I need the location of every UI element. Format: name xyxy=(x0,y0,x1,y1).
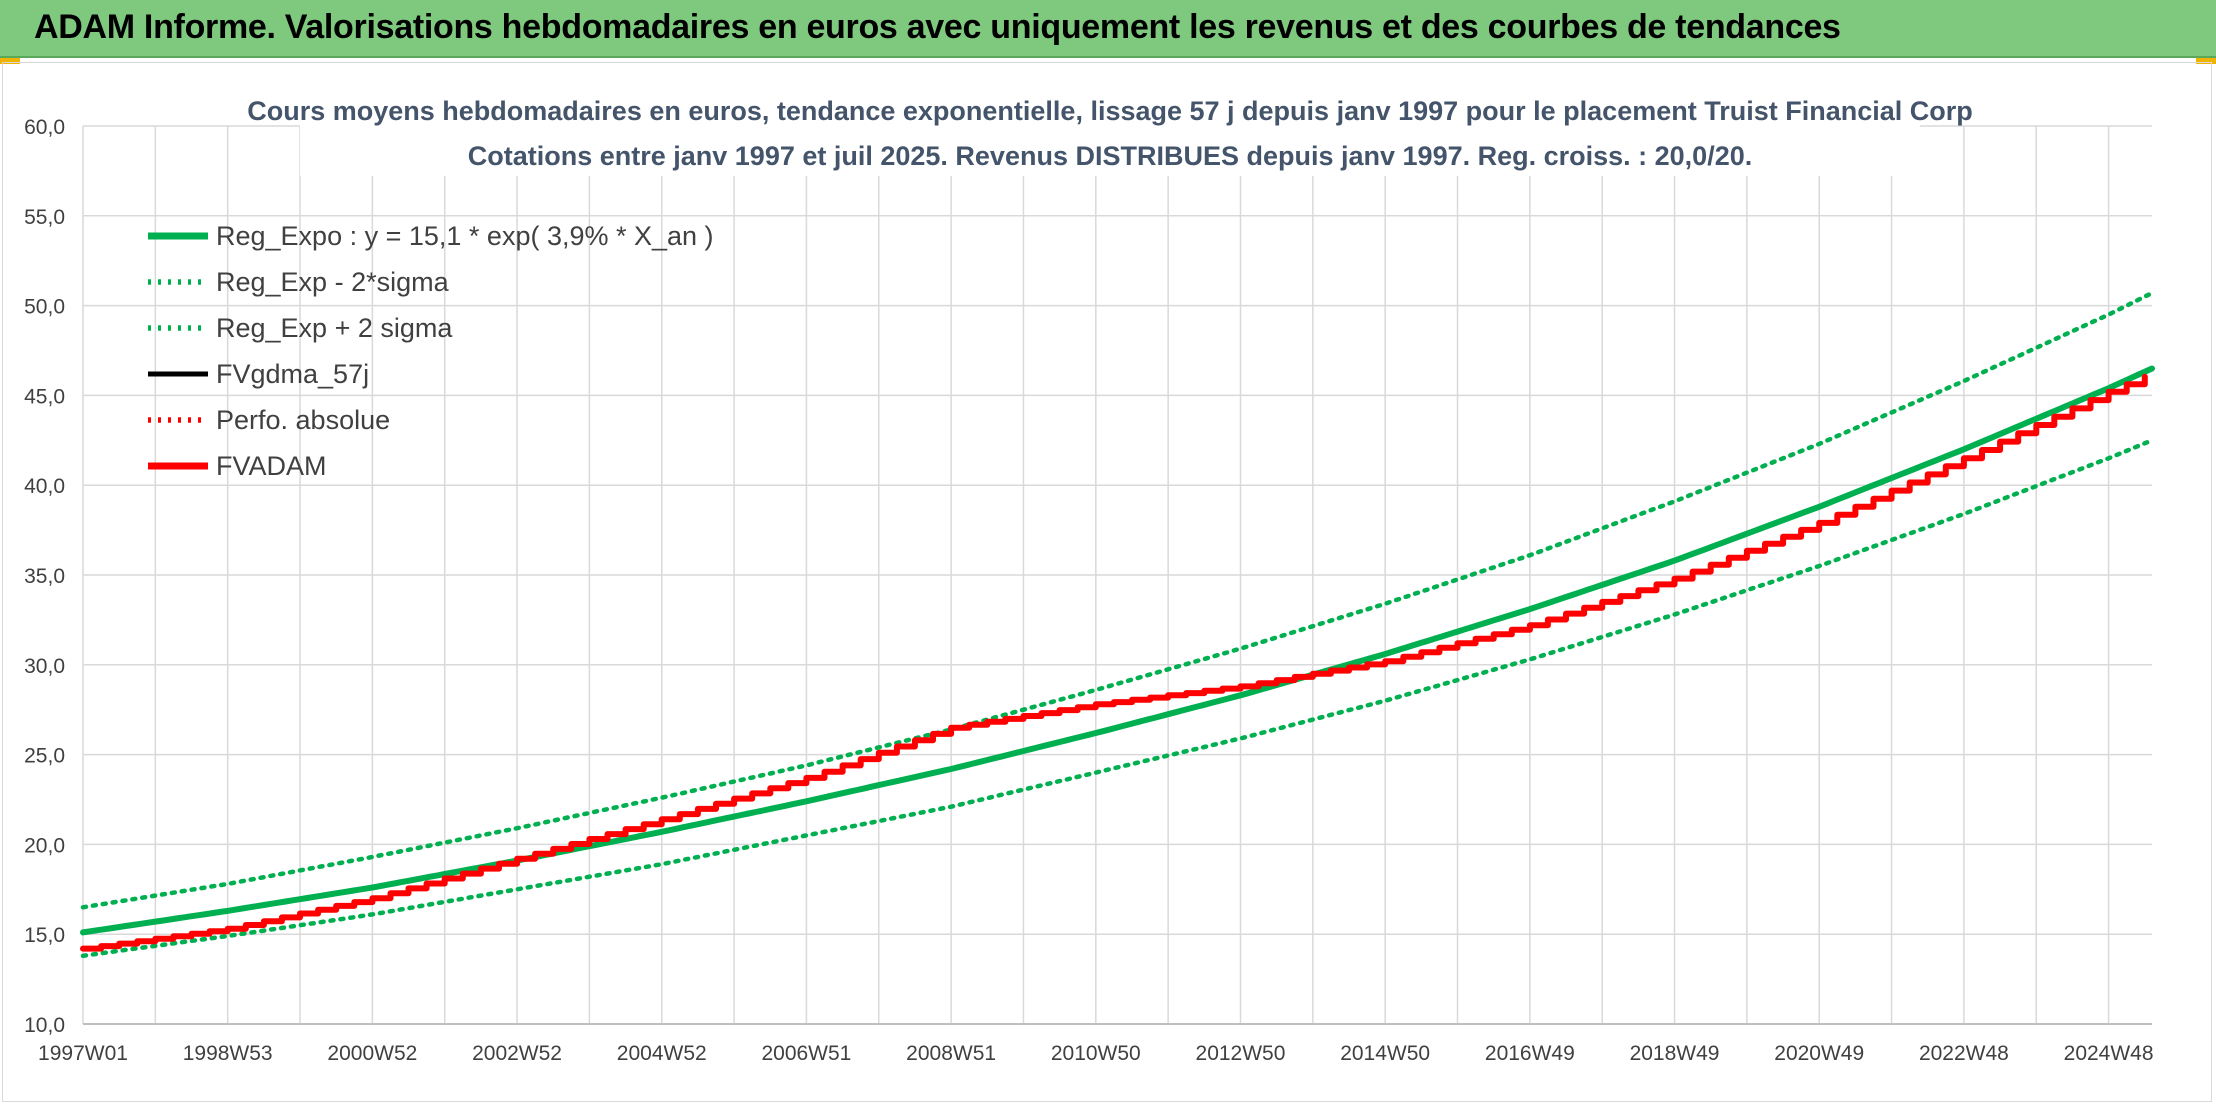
x-tick-label: 2008W51 xyxy=(906,1042,996,1065)
y-tick-label: 45,0 xyxy=(24,385,65,408)
chart-title-group: Cours moyens hebdomadaires en euros, ten… xyxy=(247,86,1973,176)
y-tick-label: 30,0 xyxy=(24,655,65,678)
report-title: ADAM Informe. Valorisations hebdomadaire… xyxy=(34,8,1841,46)
x-tick-label: 2020W49 xyxy=(1774,1042,1864,1065)
series-line-1 xyxy=(80,438,2155,959)
x-tick-label: 2024W48 xyxy=(2064,1042,2154,1065)
chart-frame xyxy=(2,62,2212,1102)
y-tick-label: 35,0 xyxy=(24,565,65,588)
x-tick-label: 2000W52 xyxy=(327,1042,417,1065)
corner-marker-left xyxy=(0,58,20,64)
y-tick-label: 55,0 xyxy=(24,206,65,229)
x-tick-label: 2016W49 xyxy=(1485,1042,1575,1065)
x-tick-label: 2018W49 xyxy=(1630,1042,1720,1065)
y-tick-label: 15,0 xyxy=(24,924,65,947)
y-tick-label: 25,0 xyxy=(24,745,65,768)
series-line-2 xyxy=(80,290,2155,910)
legend-label: Reg_Expo : y = 15,1 * exp( 3,9% * X_an ) xyxy=(216,221,714,251)
x-tick-label: 2014W50 xyxy=(1340,1042,1430,1065)
legend-label: FVgdma_57j xyxy=(216,359,369,389)
chart-title-background xyxy=(300,86,1920,176)
x-tick-label: 2002W52 xyxy=(472,1042,562,1065)
legend-label: Perfo. absolue xyxy=(216,405,390,435)
legend-label: Reg_Exp - 2*sigma xyxy=(216,267,450,297)
y-tick-label: 20,0 xyxy=(24,834,65,857)
corner-marker-right xyxy=(2196,58,2216,64)
x-tick-label: 2010W50 xyxy=(1051,1042,1141,1065)
legend: Reg_Expo : y = 15,1 * exp( 3,9% * X_an )… xyxy=(148,221,714,481)
y-tick-label: 10,0 xyxy=(24,1014,65,1037)
series-line-0 xyxy=(80,365,2155,936)
report-banner: ADAM Informe. Valorisations hebdomadaire… xyxy=(0,0,2216,58)
grid-lines xyxy=(82,125,2152,1025)
axes: 10,0 15,0 20,0 25,0 30,0 35,0 40,0 45,0 50,0 55,0… xyxy=(24,116,2153,1065)
y-tick-label: 50,0 xyxy=(24,296,65,319)
x-tick-label: 2004W52 xyxy=(617,1042,707,1065)
x-tick-label: 1997W01 xyxy=(38,1042,128,1065)
x-tick-label: 2022W48 xyxy=(1919,1042,2009,1065)
chart-title: Cours moyens hebdomadaires en euros, ten… xyxy=(247,96,1973,126)
series-line-5 xyxy=(80,373,2148,952)
series-lines xyxy=(80,290,2155,959)
legend-label: FVADAM xyxy=(216,451,327,481)
legend-label: Reg_Exp + 2 sigma xyxy=(216,313,453,343)
x-tick-label: 2006W51 xyxy=(761,1042,851,1065)
chart-subtitle: Cotations entre janv 1997 et juil 2025. … xyxy=(468,141,1753,171)
x-tick-label: 1998W53 xyxy=(183,1042,273,1065)
y-tick-label: 60,0 xyxy=(24,116,65,139)
y-tick-label: 40,0 xyxy=(24,475,65,498)
x-tick-label: 2012W50 xyxy=(1196,1042,1286,1065)
